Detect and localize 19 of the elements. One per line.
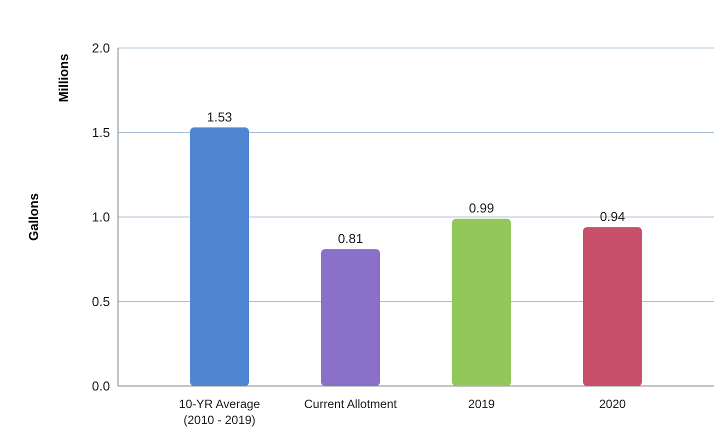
data-label: 0.94 <box>600 209 626 224</box>
data-label: 0.81 <box>338 231 364 246</box>
y-tick-label: 0.5 <box>92 294 110 310</box>
y-tick-label: 2.0 <box>92 40 110 56</box>
y-tick-label: 0.0 <box>92 378 110 394</box>
x-tick-label: 2020 <box>599 397 626 411</box>
bar <box>452 218 511 386</box>
bar <box>190 127 249 386</box>
x-tick-label: 10-YR Average (2010 - 2019) <box>178 397 260 427</box>
x-tick-label: 2019 <box>468 397 496 411</box>
bar <box>321 249 380 386</box>
y-tick-label: 1.5 <box>92 125 110 140</box>
x-tick-label: Current Allotment <box>304 397 398 411</box>
text: Millions <box>56 54 71 102</box>
data-label: 0.99 <box>468 200 494 216</box>
bar <box>583 227 642 386</box>
data-label: 1.53 <box>206 109 232 124</box>
y-axis-title: Gallons <box>26 193 41 241</box>
y-tick-label: 1.0 <box>92 210 110 225</box>
